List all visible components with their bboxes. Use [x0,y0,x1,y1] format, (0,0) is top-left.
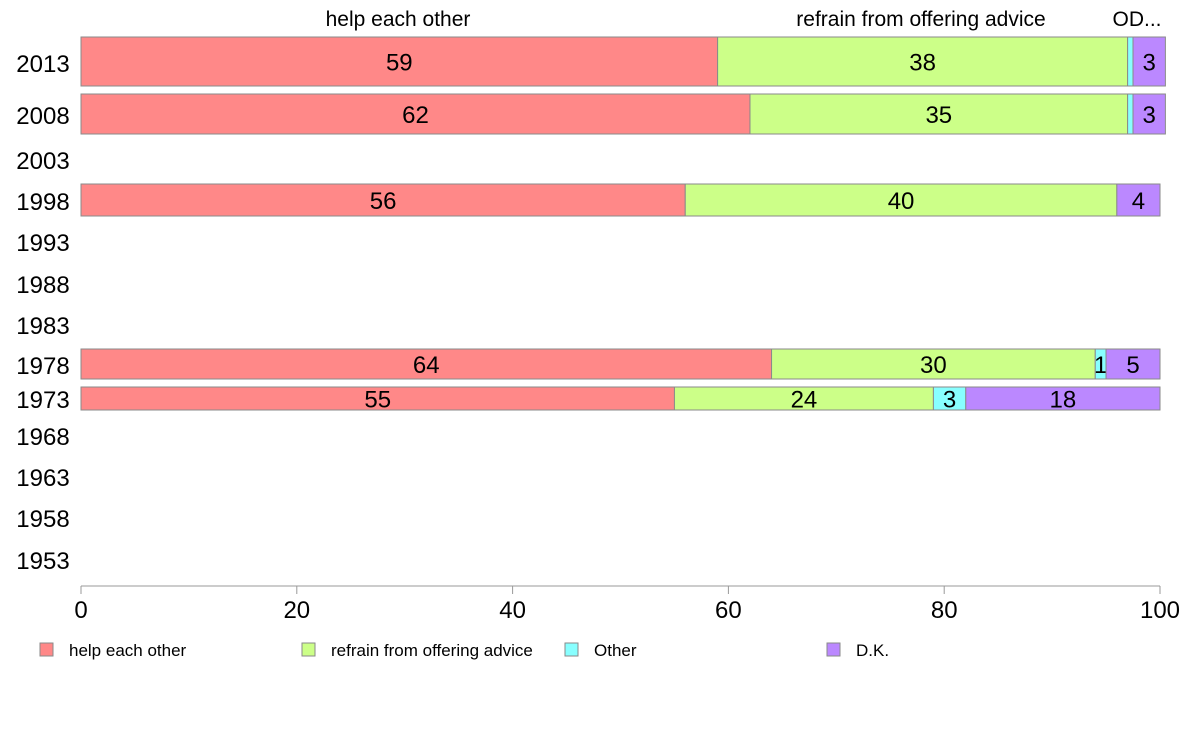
year-label: 1983 [16,313,69,340]
bar-segment [717,36,1129,87]
bar-segment [1132,93,1166,135]
legend-swatch [301,642,316,657]
data-label: 24 [791,387,818,414]
data-label: 55 [364,387,391,414]
header-label: help each other [326,8,471,31]
year-label: 1988 [16,272,69,299]
bar-segment [80,36,719,87]
data-label: 30 [920,352,947,379]
year-labels: 2013 2008 2003 1998 1993 1988 1983 1978 1973 1968… [16,51,69,575]
bar-segment [1132,36,1166,87]
bar-segment [80,93,751,135]
bar-segment [749,93,1129,135]
data-label: 18 [1050,387,1077,414]
legend-label: help each other [69,641,187,660]
data-label: 64 [413,352,440,379]
x-tick-label: 100 [1140,597,1180,624]
year-label: 1968 [16,424,69,451]
x-tick-label: 0 [74,597,87,624]
data-label: 38 [909,50,936,77]
legend-swatch [826,642,841,657]
data-label: 3 [1143,102,1156,129]
x-axis: 0 20 40 60 80 100 [74,585,1180,624]
year-label: 1998 [16,189,69,216]
year-label: 1978 [16,353,69,380]
legend-label: Other [594,641,637,660]
year-label: 2013 [16,51,69,78]
year-label: 1953 [16,548,69,575]
x-tick-label: 40 [499,597,526,624]
legend-label: D.K. [856,641,889,660]
data-label: 62 [402,102,429,129]
bar-segment [1105,348,1161,380]
bar-segment [1127,36,1134,87]
header-labels: help each other refrain from offering adv… [326,8,1162,31]
x-tick-label: 20 [283,597,310,624]
year-label: 2008 [16,103,69,130]
legend-label: refrain from offering advice [331,641,533,660]
header-label: refrain from offering advice [796,8,1045,31]
year-label: 2003 [16,148,69,175]
data-label: 59 [386,50,413,77]
bar-segment [1127,93,1134,135]
data-label: 1 [1094,352,1107,379]
legend-swatch [564,642,579,657]
year-label: 1993 [16,230,69,257]
bar-segment [965,386,1161,411]
header-label: OD... [1112,8,1161,31]
year-label: 1958 [16,506,69,533]
bars: 59 38 362 35 356 40 464 30 1 555 24 3 18 [80,36,1166,414]
year-label: 1963 [16,465,69,492]
bar-segment [80,348,773,380]
data-label: 4 [1132,188,1145,215]
data-label: 3 [943,387,956,414]
x-tick-label: 80 [931,597,958,624]
data-label: 3 [1143,50,1156,77]
bar-segment [80,183,686,217]
data-label: 35 [925,102,952,129]
bar-segment [684,183,1118,217]
year-label: 1973 [16,387,69,414]
x-tick-label: 60 [715,597,742,624]
data-label: 5 [1126,352,1139,379]
data-label: 56 [370,188,397,215]
data-label: 40 [888,188,915,215]
legend-swatch [39,642,54,657]
bar-segment [1116,183,1161,217]
legend: help each other refrain from offering adv… [39,641,889,660]
